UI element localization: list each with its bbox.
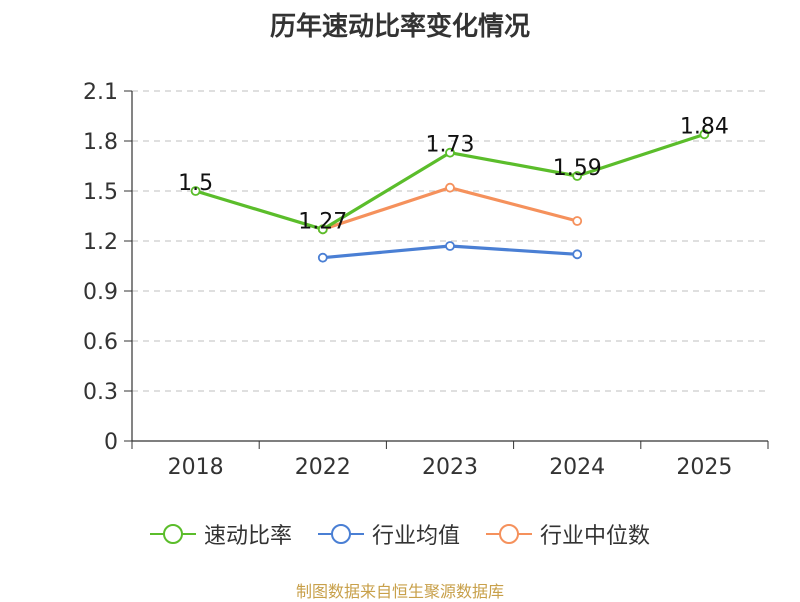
- data-label: 1.59: [553, 156, 602, 181]
- data-point-0: [445, 147, 455, 158]
- legend-marker-quick-ratio: [149, 524, 196, 544]
- legend-item-industry-median[interactable]: 行业中位数: [486, 518, 650, 550]
- legend-marker-industry-median: [486, 524, 532, 544]
- data-label: 1.84: [680, 114, 729, 139]
- y-tick-label: 0: [104, 430, 118, 455]
- legend: 速动比率 行业均值 行业中位数: [0, 518, 800, 550]
- source-note: 制图数据来自恒生聚源数据库: [295, 582, 504, 601]
- data-point-0: [699, 129, 710, 140]
- data-point-1: [445, 241, 455, 251]
- legend-label-industry-mean: 行业均值: [371, 524, 460, 549]
- y-tick-label: 0.6: [83, 330, 118, 355]
- chart-title: 历年速动比率变化情况: [269, 12, 530, 42]
- y-tick-label: 1.5: [83, 180, 118, 205]
- data-point-1: [572, 249, 583, 260]
- data-point-0: [317, 224, 328, 235]
- y-tick-label: 0.3: [83, 380, 118, 405]
- x-tick-label: 2024: [549, 455, 605, 480]
- series-line-2: [322, 186, 578, 231]
- data-label: 1.73: [426, 133, 475, 158]
- data-point-1: [317, 252, 328, 263]
- y-tick-label: 0.9: [83, 280, 118, 305]
- y-tick-label: 1.8: [83, 130, 118, 155]
- x-tick-label: 2022: [295, 455, 351, 480]
- data-label: 1.5: [178, 171, 213, 196]
- legend-marker-industry-mean: [317, 524, 364, 544]
- legend-item-industry-mean[interactable]: 行业均值: [317, 518, 460, 550]
- x-tick-label: 2023: [422, 455, 478, 480]
- x-tick-label: 2018: [168, 455, 224, 480]
- legend-item-quick-ratio[interactable]: 速动比率: [149, 518, 292, 550]
- y-tick-label: 2.1: [83, 80, 118, 105]
- data-point-0: [572, 171, 583, 181]
- legend-label-quick-ratio: 速动比率: [203, 524, 292, 549]
- y-tick-label: 1.2: [83, 230, 118, 255]
- data-point-0: [190, 186, 201, 196]
- legend-label-industry-median: 行业中位数: [540, 524, 651, 549]
- data-label: 1.27: [298, 209, 347, 234]
- x-tick-label: 2025: [676, 455, 732, 480]
- data-point-2: [445, 182, 455, 193]
- data-point-2: [572, 216, 583, 226]
